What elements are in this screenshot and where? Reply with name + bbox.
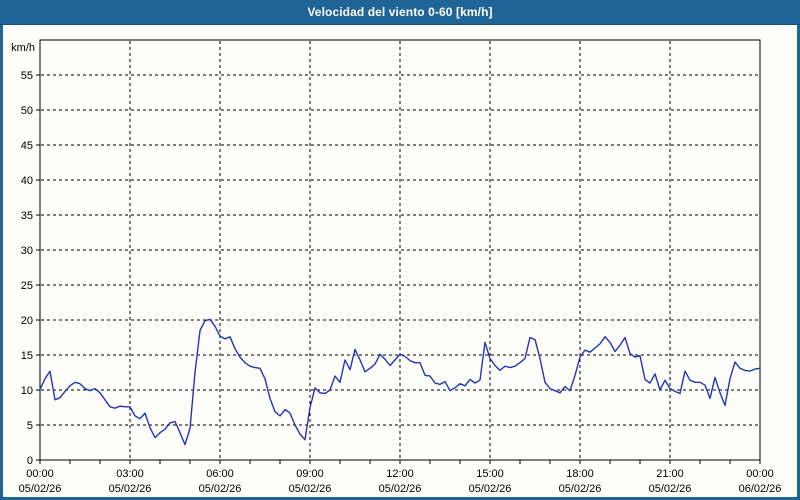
y-tick-label: 55	[21, 70, 33, 82]
x-tick-date-label: 05/02/26	[289, 483, 332, 495]
x-tick-date-label: 05/02/26	[649, 483, 692, 495]
x-tick-time-label: 18:00	[566, 468, 594, 480]
x-tick-date-label: 05/02/26	[109, 483, 152, 495]
y-tick-label: 20	[21, 315, 33, 327]
y-axis-unit-label: km/h	[11, 42, 35, 54]
x-tick-time-label: 09:00	[296, 468, 324, 480]
x-tick-date-label: 05/02/26	[469, 483, 512, 495]
x-tick-time-label: 12:00	[386, 468, 414, 480]
y-tick-label: 25	[21, 280, 33, 292]
x-tick-time-label: 00:00	[746, 468, 774, 480]
y-tick-label: 15	[21, 350, 33, 362]
x-tick-time-label: 06:00	[206, 468, 234, 480]
y-tick-label: 45	[21, 140, 33, 152]
y-tick-label: 50	[21, 105, 33, 117]
series-line	[39, 318, 761, 446]
x-tick-date-label: 06/02/26	[739, 483, 782, 495]
x-tick-date-label: 05/02/26	[199, 483, 242, 495]
y-tick-label: 5	[27, 420, 33, 432]
x-tick-time-label: 21:00	[656, 468, 684, 480]
y-tick-label: 10	[21, 385, 33, 397]
x-tick-time-label: 00:00	[26, 468, 54, 480]
window-titlebar: Velocidad del viento 0-60 [km/h]	[0, 0, 800, 25]
y-tick-label: 35	[21, 210, 33, 222]
y-tick-label: 40	[21, 175, 33, 187]
y-tick-label: 30	[21, 245, 33, 257]
x-tick-time-label: 03:00	[116, 468, 144, 480]
chart-title: Velocidad del viento 0-60 [km/h]	[307, 5, 493, 19]
plot-border	[39, 39, 761, 461]
y-tick-label: 0	[27, 455, 33, 467]
x-tick-date-label: 05/02/26	[379, 483, 422, 495]
x-tick-time-label: 15:00	[476, 468, 504, 480]
x-tick-date-label: 05/02/26	[559, 483, 602, 495]
x-tick-date-label: 05/02/26	[19, 483, 62, 495]
